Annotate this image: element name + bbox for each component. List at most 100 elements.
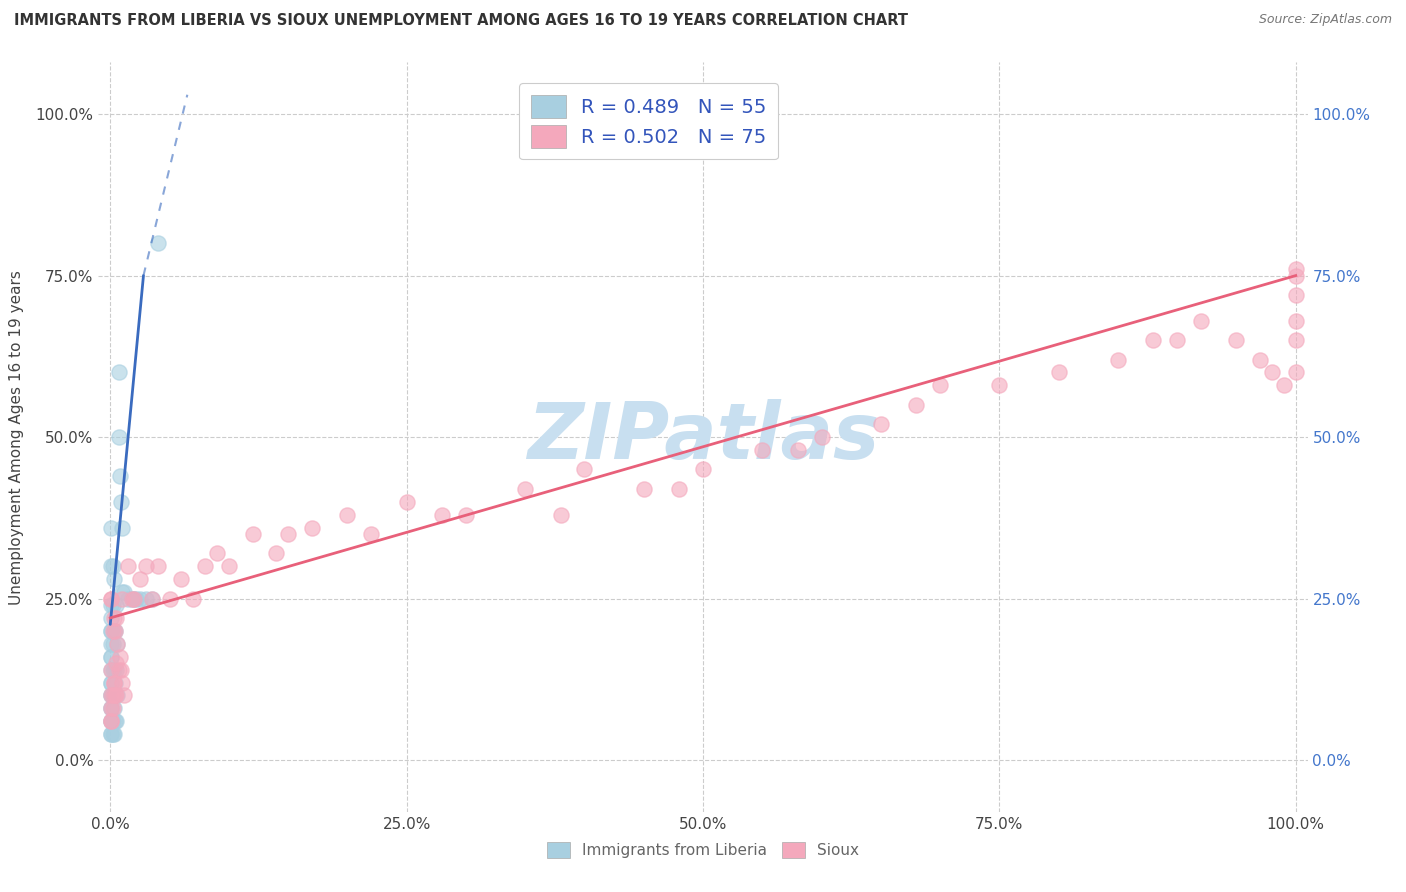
Point [103,572,125,586]
Point [100,520,122,534]
Point [122,591,145,606]
Point [105,689,128,703]
Point [1285,268,1308,283]
Point [129,572,152,586]
Point [810,430,832,444]
Point [1249,352,1271,367]
Point [242,527,264,541]
Point [100,637,122,651]
Point [277,527,299,541]
Point [101,727,124,741]
Point [111,520,134,534]
Point [110,663,132,677]
Point [105,714,128,729]
Point [205,546,228,560]
Point [135,559,157,574]
Point [100,559,122,574]
Point [1166,333,1188,347]
Point [100,663,122,677]
Point [100,727,122,741]
Text: Source: ZipAtlas.com: Source: ZipAtlas.com [1258,13,1392,27]
Point [141,591,163,606]
Point [104,689,127,703]
Point [104,624,127,638]
Point [101,637,124,651]
Point [574,462,596,476]
Point [101,598,124,612]
Point [146,236,169,251]
Point [1225,333,1247,347]
Point [905,398,928,412]
Point [100,701,122,715]
Point [105,611,128,625]
Y-axis label: Unemployment Among Ages 16 to 19 years: Unemployment Among Ages 16 to 19 years [10,269,24,605]
Point [100,714,122,729]
Point [111,585,134,599]
Point [101,714,124,729]
Point [110,494,132,508]
Point [100,598,122,612]
Point [125,591,148,606]
Point [104,714,127,729]
Point [100,591,122,606]
Point [101,624,124,638]
Point [1285,314,1308,328]
Point [101,689,124,703]
Point [100,714,122,729]
Point [122,591,145,606]
Point [1285,333,1308,347]
Point [100,624,122,638]
Point [103,675,125,690]
Point [108,649,131,664]
Point [100,701,122,715]
Text: IMMIGRANTS FROM LIBERIA VS SIOUX UNEMPLOYMENT AMONG AGES 16 TO 19 YEARS CORRELAT: IMMIGRANTS FROM LIBERIA VS SIOUX UNEMPLO… [14,13,908,29]
Point [100,701,122,715]
Point [103,675,125,690]
Point [146,559,169,574]
Point [100,675,122,690]
Point [104,624,127,638]
Point [432,508,454,522]
Point [786,442,808,457]
Point [1285,288,1308,302]
Point [100,611,122,625]
Point [100,727,122,741]
Point [395,494,418,508]
Point [100,689,122,703]
Point [103,611,125,625]
Point [105,598,128,612]
Point [100,714,122,729]
Point [751,442,773,457]
Point [170,572,193,586]
Point [692,462,714,476]
Point [181,591,204,606]
Point [454,508,477,522]
Point [103,663,125,677]
Point [101,663,124,677]
Point [105,656,128,670]
Point [105,637,128,651]
Point [101,559,124,574]
Point [301,520,323,534]
Point [101,701,124,715]
Point [1047,366,1070,380]
Text: ZIPatlas: ZIPatlas [527,399,879,475]
Point [104,675,127,690]
Point [103,701,125,715]
Point [1189,314,1212,328]
Point [1261,366,1284,380]
Point [515,482,537,496]
Point [264,546,287,560]
Point [1285,366,1308,380]
Point [668,482,690,496]
Point [218,559,240,574]
Point [101,689,124,703]
Point [194,559,217,574]
Point [1142,333,1164,347]
Point [129,591,152,606]
Point [929,378,952,392]
Point [100,675,122,690]
Point [100,591,122,606]
Point [988,378,1011,392]
Point [1107,352,1129,367]
